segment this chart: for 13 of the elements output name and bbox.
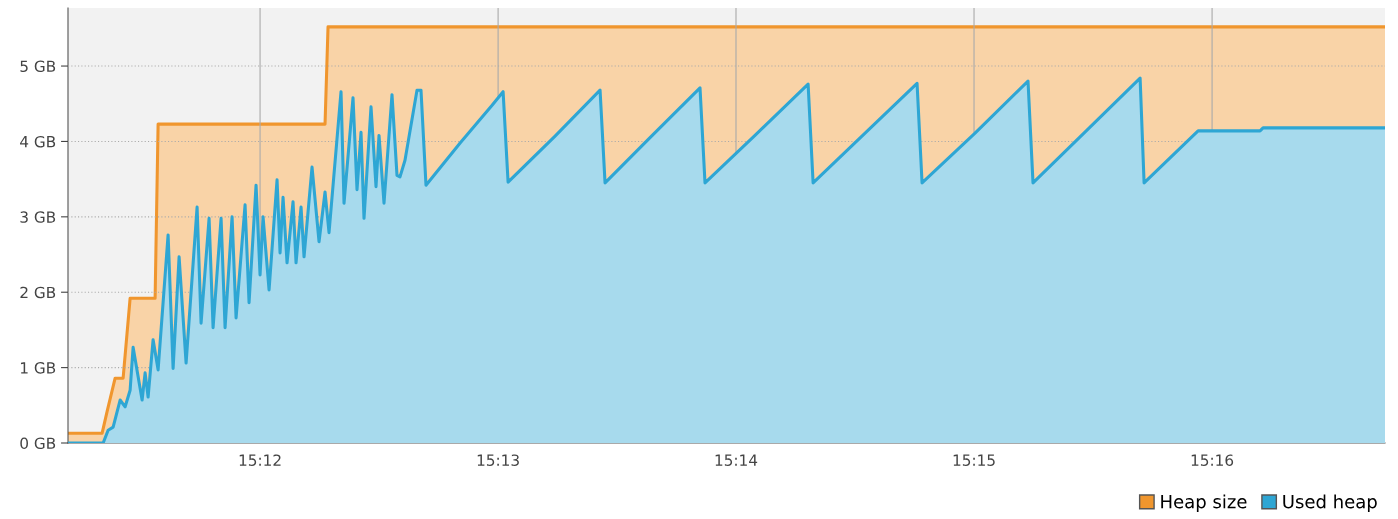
x-tick-label: 15:12 — [239, 454, 281, 466]
y-tick-label: 4 GB — [20, 135, 56, 148]
x-tick-label: 15:16 — [1191, 454, 1234, 466]
y-tick-label: 3 GB — [20, 211, 56, 223]
y-tick-label: 1 GB — [20, 362, 56, 374]
legend-label: Heap size — [1161, 494, 1247, 512]
y-tick-label: 0 GB — [20, 437, 56, 450]
legend-label: Used heap — [1283, 494, 1377, 512]
x-tick-label: 15:14 — [715, 454, 758, 466]
x-tick-label: 15:15 — [953, 454, 995, 466]
x-tick-label: 15:13 — [477, 454, 519, 466]
y-tick-label: 5 GB — [20, 60, 56, 73]
y-tick-label: 2 GB — [20, 286, 56, 299]
